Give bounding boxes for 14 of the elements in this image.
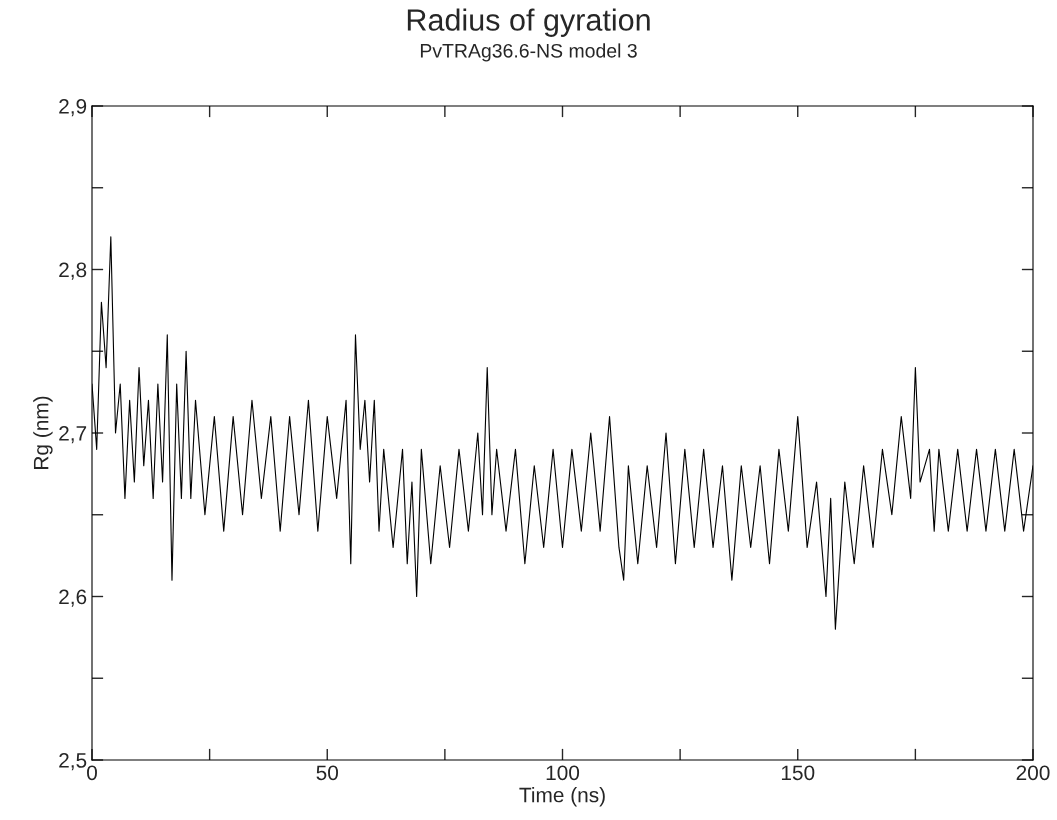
x-tick-label: 0 [87, 765, 97, 781]
y-tick-label: 2,9 [59, 99, 87, 117]
y-tick-label: 2,8 [59, 262, 87, 280]
y-axis-title: Rg (nm) [33, 396, 53, 469]
y-tick-label: 2,6 [59, 589, 87, 607]
y-tick-label: 2,5 [59, 753, 87, 771]
chart-subtitle: PvTRAg36.6-NS model 3 [420, 43, 637, 62]
x-axis-title: Time (ns) [519, 787, 605, 807]
x-tick-label: 100 [546, 765, 580, 781]
x-tick-label: 50 [316, 765, 339, 781]
x-tick-label: 200 [1016, 765, 1050, 781]
x-tick-label: 150 [781, 765, 815, 781]
y-tick-label: 2,7 [59, 426, 87, 444]
chart-title: Radius of gyration [407, 8, 650, 37]
